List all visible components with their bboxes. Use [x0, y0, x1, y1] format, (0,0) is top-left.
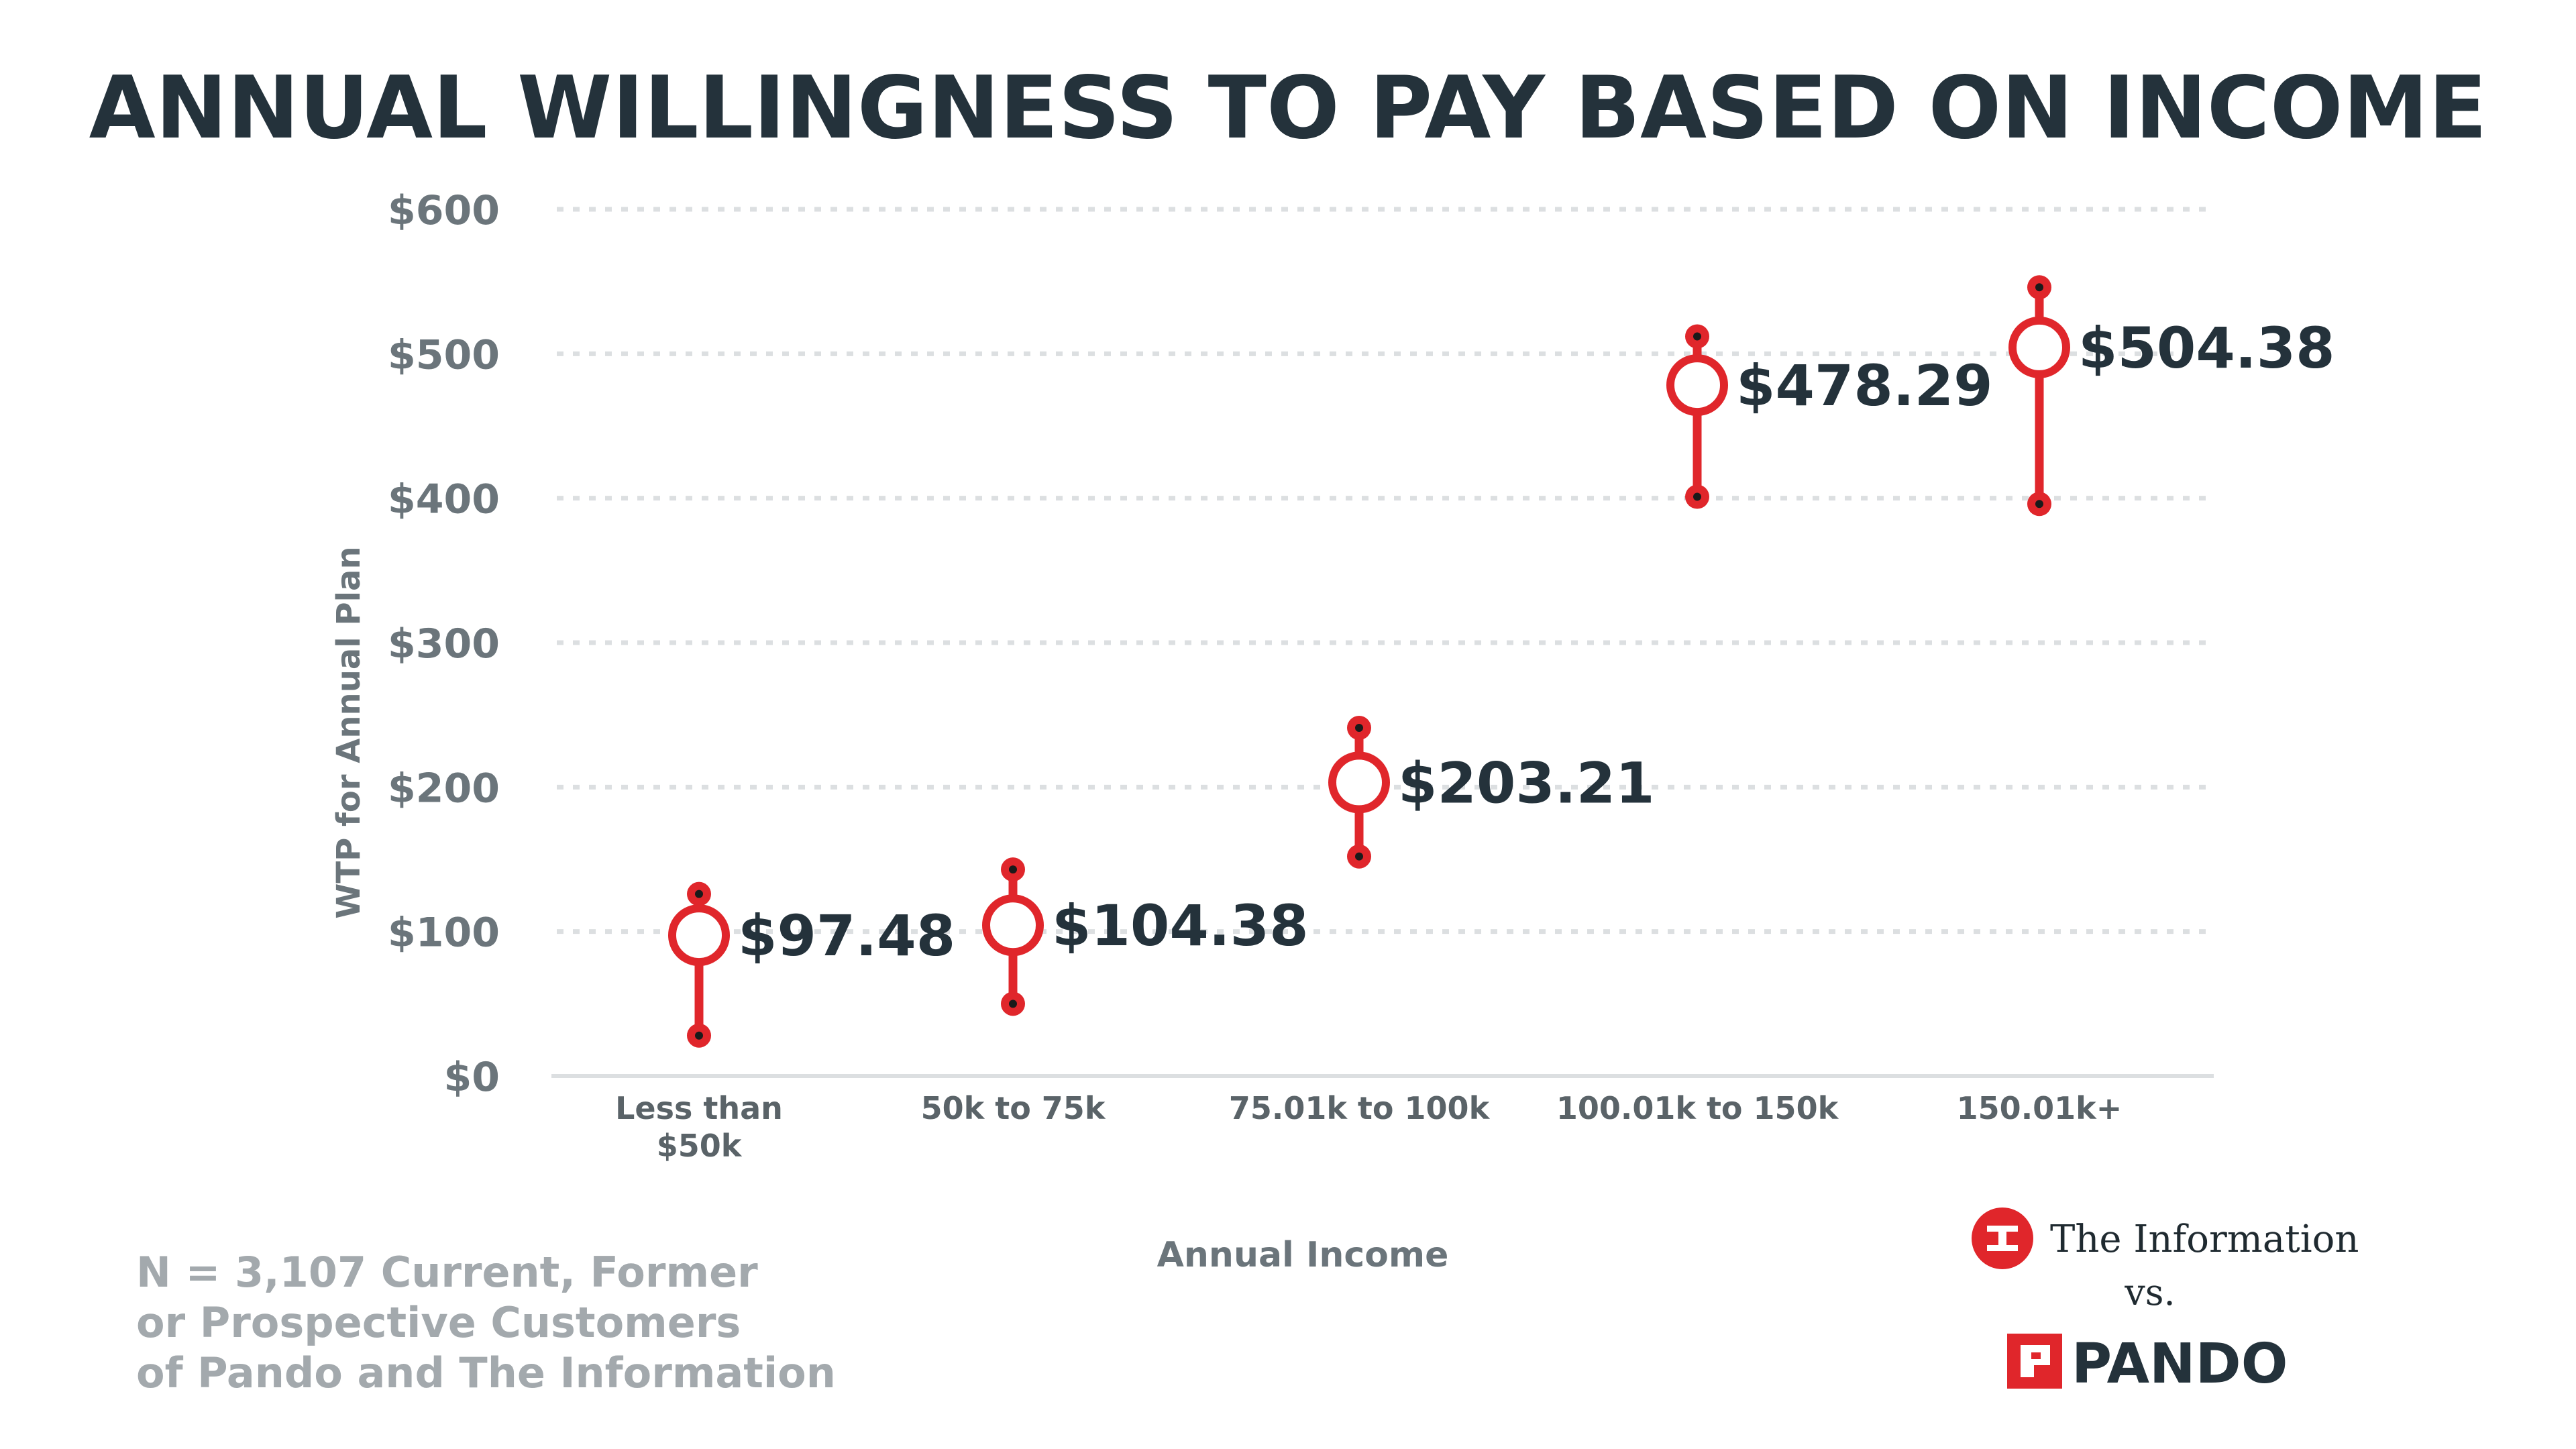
footnote-line-1: N = 3,107 Current, Former	[136, 1248, 758, 1297]
x-tick-label: 100.01k to 150k	[1556, 1090, 1839, 1126]
data-value-label: $478.29	[1736, 353, 1993, 419]
range-marker: $104.38	[982, 857, 1309, 1016]
x-tick-label-line: Less than	[615, 1090, 783, 1126]
the-information-logo	[1972, 1208, 2033, 1269]
pando-logo-icon	[2007, 1334, 2062, 1389]
x-tick-label: 50k to 75k	[921, 1090, 1106, 1126]
mean-marker	[982, 894, 1044, 957]
range-low-dot	[1009, 1000, 1017, 1008]
y-tick-label: $200	[388, 765, 500, 812]
mean-marker	[1328, 751, 1390, 814]
y-tick-label: $300	[388, 621, 500, 667]
range-low-dot	[2035, 500, 2043, 508]
footnote-line-3: of Pando and The Information	[136, 1348, 836, 1397]
y-tick-label: $400	[388, 476, 500, 523]
x-tick-label: Less than $50k	[615, 1090, 783, 1164]
mean-marker	[668, 904, 730, 967]
y-tick-label: $500	[388, 331, 500, 378]
x-axis-title: Annual Income	[1157, 1235, 1449, 1275]
y-tick-label: $0	[444, 1054, 500, 1101]
range-high-dot	[695, 890, 703, 898]
data-value-label: $104.38	[1052, 893, 1309, 959]
range-high-dot	[1693, 332, 1701, 341]
range-low-dot	[1355, 852, 1363, 861]
range-low-dot	[695, 1031, 703, 1040]
branding: The Information vs. PANDO	[1972, 1208, 2359, 1396]
y-axis-title: WTP for Annual Plan	[330, 546, 368, 918]
range-low-dot	[1693, 492, 1701, 501]
range-marker: $478.29	[1666, 324, 1993, 509]
x-tick-label: 75.01k to 100k	[1229, 1090, 1491, 1126]
y-axis-ticks: $0 $100 $200 $300 $400 $500 $600	[388, 187, 500, 1101]
range-high-dot	[1355, 724, 1363, 733]
range-marker: $97.48	[668, 881, 955, 1048]
x-tick-label: 150.01k+	[1957, 1090, 2123, 1126]
data-marks: $97.48 $104.38 $203.21 $478.29 $504.38	[668, 275, 2335, 1048]
x-tick-label-line: 150.01k+	[1957, 1090, 2123, 1126]
data-value-label: $203.21	[1398, 750, 1655, 816]
range-marker: $203.21	[1328, 716, 1655, 869]
vs-label: vs.	[2124, 1271, 2175, 1313]
footnote: N = 3,107 Current, Former or Prospective…	[136, 1248, 836, 1397]
pando-wordmark: PANDO	[2072, 1332, 2288, 1396]
y-tick-label: $600	[388, 187, 500, 234]
the-information-wordmark: The Information	[2050, 1218, 2359, 1261]
x-tick-label-line: $50k	[657, 1128, 743, 1164]
x-tick-label-line: 50k to 75k	[921, 1090, 1106, 1126]
range-high-dot	[2035, 283, 2043, 292]
range-marker: $504.38	[2008, 275, 2335, 517]
data-value-label: $504.38	[2078, 315, 2335, 381]
gridlines	[551, 207, 2214, 1078]
mean-marker	[1666, 354, 1728, 417]
range-high-dot	[1009, 865, 1017, 874]
x-axis-ticks: Less than $50k 50k to 75k 75.01k to 100k 100…	[615, 1090, 2122, 1164]
chart-title: ANNUAL WILLINGNESS TO PAY BASED ON INCOM…	[89, 58, 2487, 158]
mean-marker	[2008, 316, 2070, 378]
x-tick-label-line: 100.01k to 150k	[1556, 1090, 1839, 1126]
data-value-label: $97.48	[738, 903, 955, 969]
x-tick-label-line: 75.01k to 100k	[1229, 1090, 1491, 1126]
footnote-line-2: or Prospective Customers	[136, 1298, 741, 1347]
y-tick-label: $100	[388, 910, 500, 957]
